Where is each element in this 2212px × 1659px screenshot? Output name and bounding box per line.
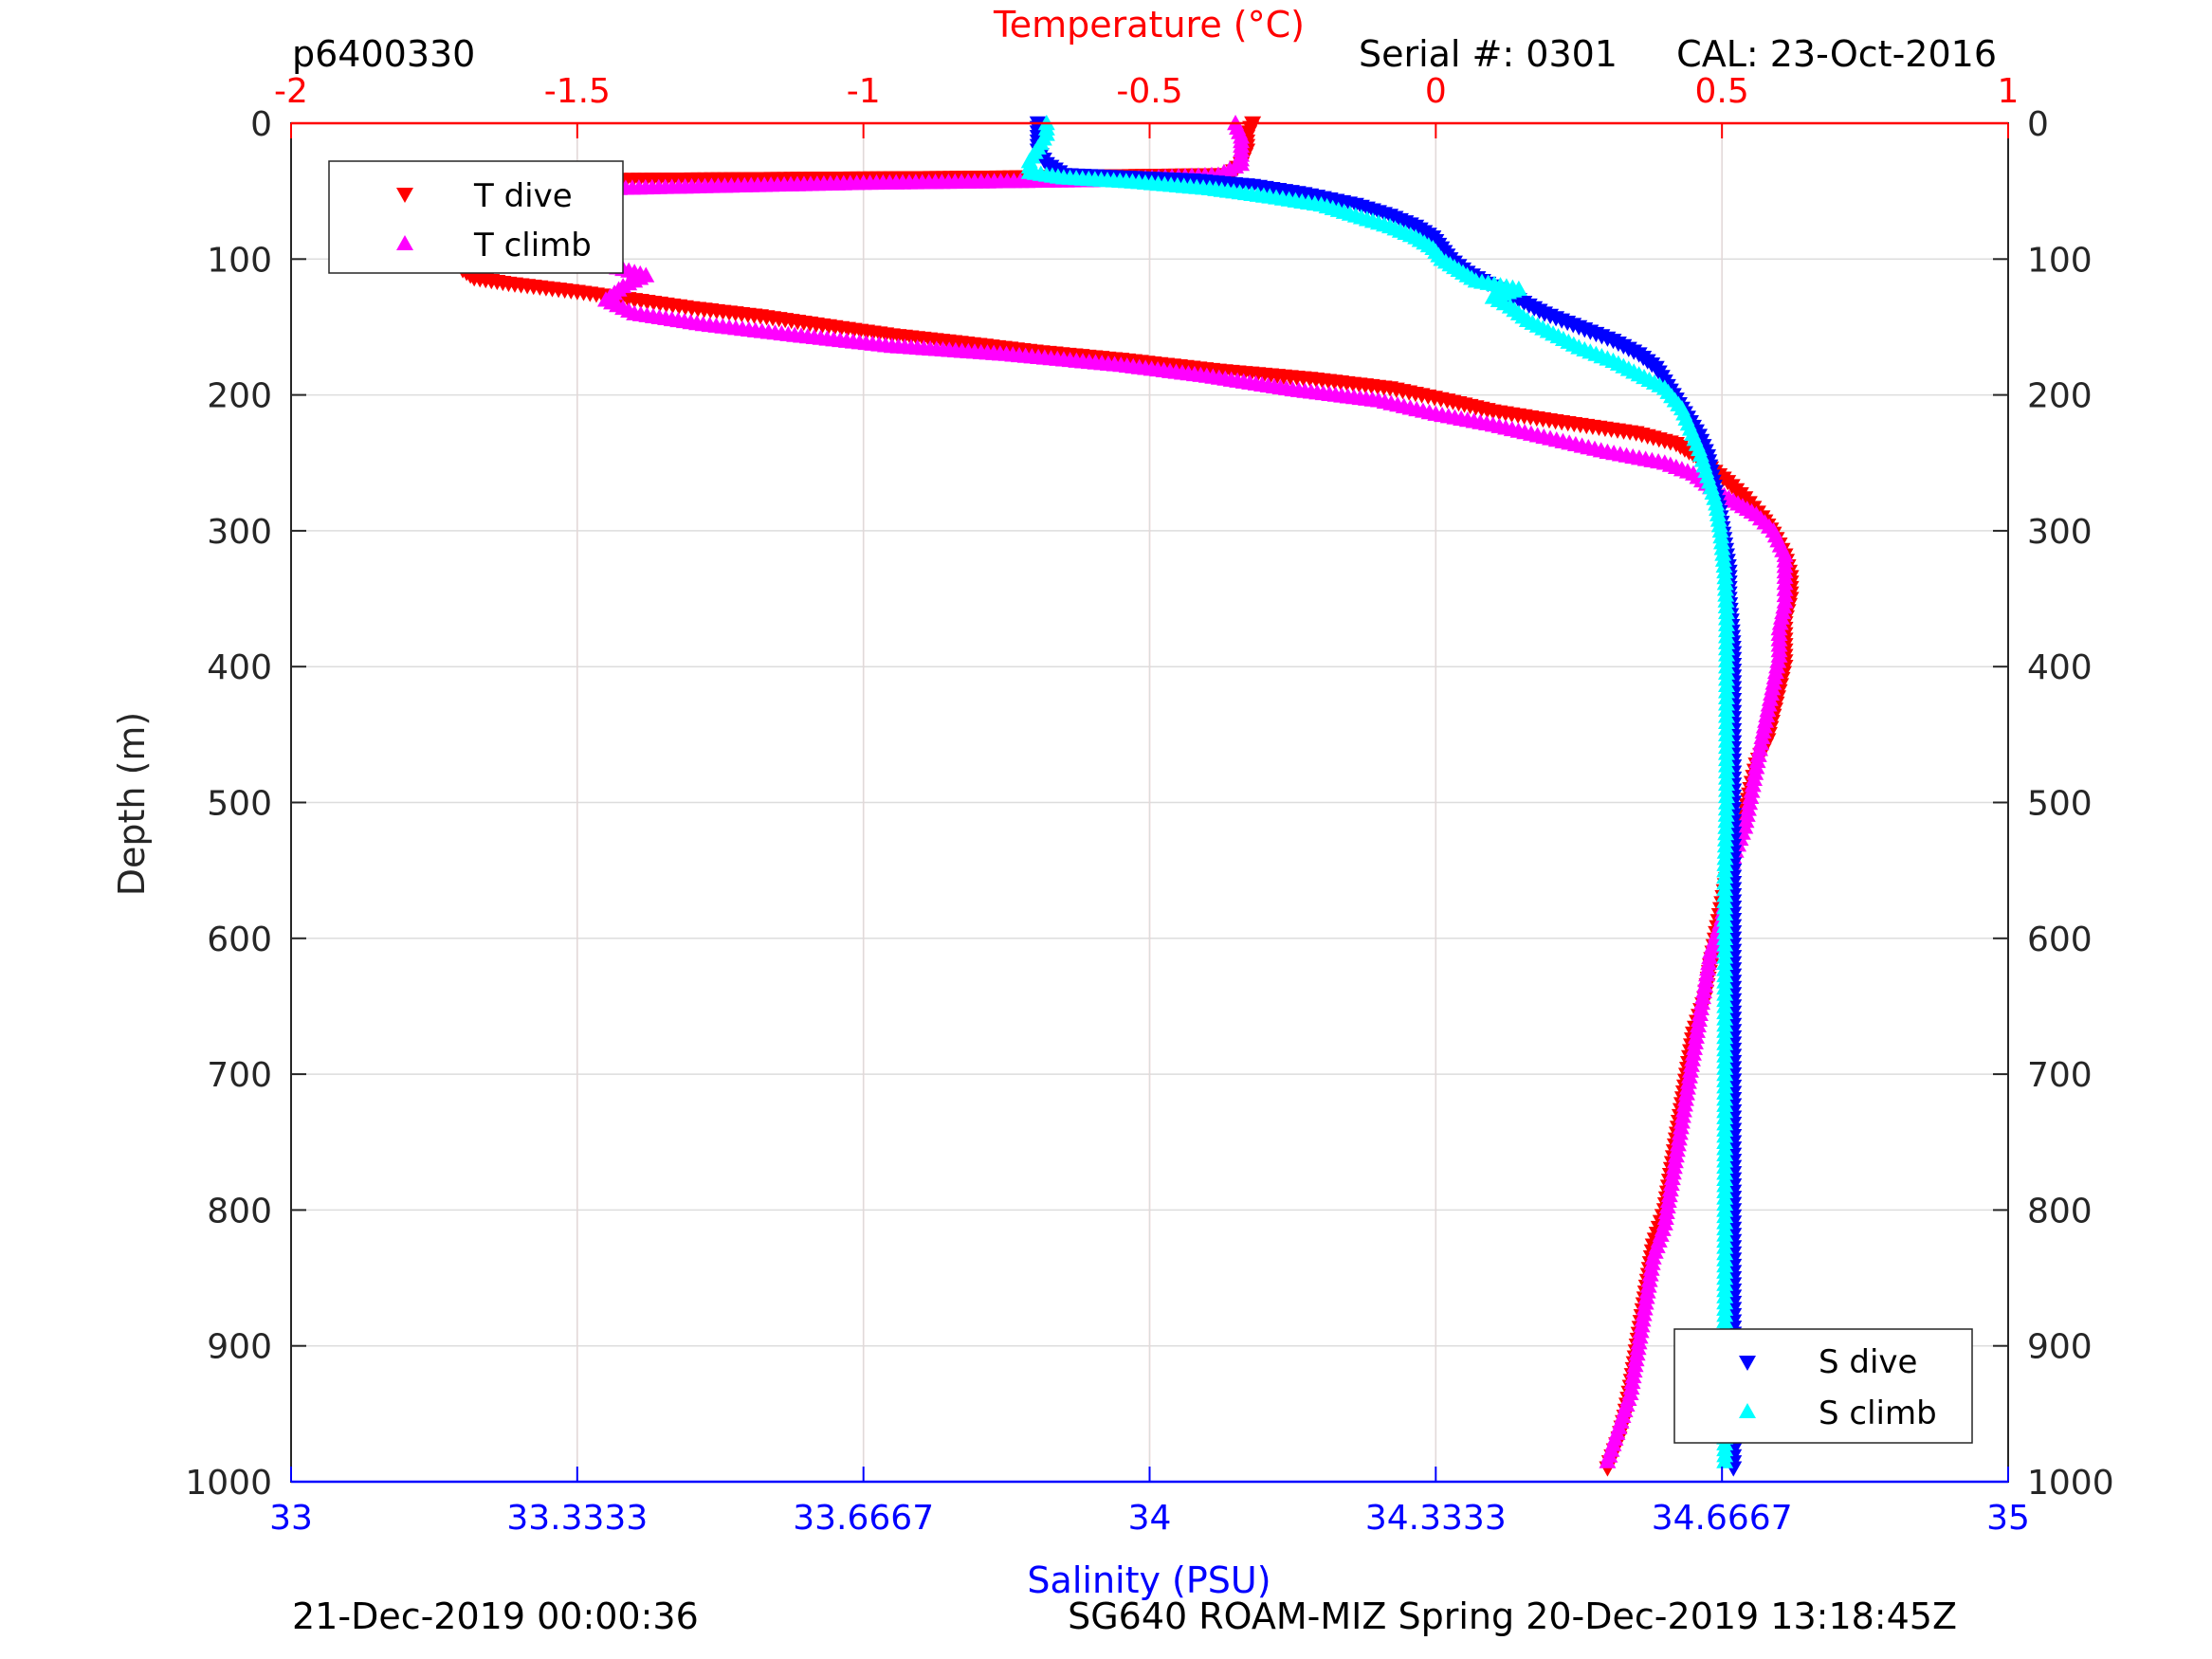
temperature-tick-label: -2 [274, 72, 308, 111]
salinity-tick-label: 33 [269, 1499, 313, 1538]
depth-axis-title: Depth (m) [111, 712, 153, 897]
depth-tick-label-right: 600 [2027, 921, 2093, 959]
salinity-tick-label: 34.6667 [1652, 1499, 1793, 1538]
legend-label-t-dive: T dive [473, 177, 573, 215]
temperature-tick-label: -0.5 [1116, 72, 1182, 111]
legend-label-s-climb: S climb [1819, 1395, 1937, 1432]
legend-temperature: T dive T climb [328, 160, 624, 274]
depth-tick-label-right: 800 [2027, 1192, 2093, 1231]
depth-tick-label-right: 1000 [2027, 1464, 2114, 1503]
salinity-axis-title: Salinity (PSU) [1027, 1559, 1271, 1601]
legend-label-s-dive: S dive [1819, 1343, 1917, 1381]
depth-tick-label-right: 200 [2027, 377, 2093, 416]
footer-mission-info: SG640 ROAM-MIZ Spring 20-Dec-2019 13:18:… [1068, 1595, 1957, 1637]
depth-tick-label-left: 0 [250, 105, 272, 144]
depth-tick-label-right: 500 [2027, 785, 2093, 824]
serial-number: Serial #: 0301 [1359, 33, 1618, 75]
legend-marker-s-climb [1739, 1403, 1756, 1418]
temperature-tick-label: -1 [847, 72, 881, 111]
legend-marker-s-dive [1739, 1356, 1756, 1371]
depth-tick-label-right: 700 [2027, 1056, 2093, 1095]
depth-tick-label-left: 1000 [185, 1464, 272, 1503]
legend-label-t-climb: T climb [473, 227, 592, 264]
temperature-tick-label: -1.5 [544, 72, 611, 111]
depth-tick-label-left: 200 [207, 377, 272, 416]
depth-tick-label-left: 300 [207, 513, 272, 552]
salinity-tick-label: 33.6667 [793, 1499, 934, 1538]
depth-tick-label-left: 700 [207, 1056, 272, 1095]
calibration-date: CAL: 23-Oct-2016 [1676, 33, 1997, 75]
salinity-tick-label: 34.3333 [1365, 1499, 1507, 1538]
temperature-axis-title: Temperature (°C) [993, 4, 1305, 46]
depth-tick-label-left: 500 [207, 785, 272, 824]
footer-left-timestamp: 21-Dec-2019 00:00:36 [292, 1595, 699, 1637]
depth-tick-label-left: 800 [207, 1192, 272, 1231]
salinity-tick-label: 34 [1128, 1499, 1172, 1538]
depth-tick-label-right: 400 [2027, 648, 2093, 687]
depth-tick-label-right: 900 [2027, 1328, 2093, 1367]
depth-tick-label-right: 300 [2027, 513, 2093, 552]
legend-salinity: S dive S climb [1673, 1328, 1973, 1444]
depth-tick-label-left: 100 [207, 241, 272, 280]
legend-marker-t-dive [396, 188, 413, 203]
depth-tick-label-left: 900 [207, 1328, 272, 1367]
temperature-tick-label: 0.5 [1695, 72, 1749, 111]
legend-marker-t-climb [396, 235, 413, 250]
depth-tick-label-right: 100 [2027, 241, 2093, 280]
axis-ticks: 0 0 100 100 200 200 300 300 400 400 500 500 600 600 70… [185, 72, 2113, 1538]
depth-tick-label-right: 0 [2027, 105, 2049, 144]
salinity-tick-label: 35 [1986, 1499, 2030, 1538]
salinity-tick-label: 33.3333 [506, 1499, 648, 1538]
profile-id: p6400330 [292, 33, 475, 75]
temperature-tick-label: 0 [1425, 72, 1447, 111]
depth-tick-label-left: 600 [207, 921, 272, 959]
depth-tick-label-left: 400 [207, 648, 272, 687]
temperature-tick-label: 1 [1998, 72, 2020, 111]
